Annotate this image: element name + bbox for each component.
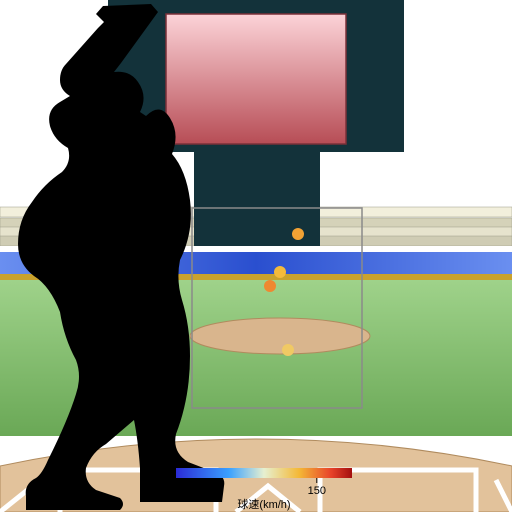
pitch-location-figure: 100 150 球速(km/h)	[0, 0, 512, 512]
scoreboard-screen	[166, 14, 346, 144]
pitch-marker	[264, 280, 276, 292]
speed-colorbar	[176, 468, 352, 478]
speed-tick-label: 150	[308, 485, 326, 497]
speed-axis-label: 球速(km/h)	[237, 497, 290, 511]
pitch-marker	[292, 228, 304, 240]
speed-tick-label: 100	[190, 485, 208, 497]
pitch-marker	[282, 344, 294, 356]
pitch-marker	[274, 266, 286, 278]
pitchers-mound	[190, 318, 370, 354]
